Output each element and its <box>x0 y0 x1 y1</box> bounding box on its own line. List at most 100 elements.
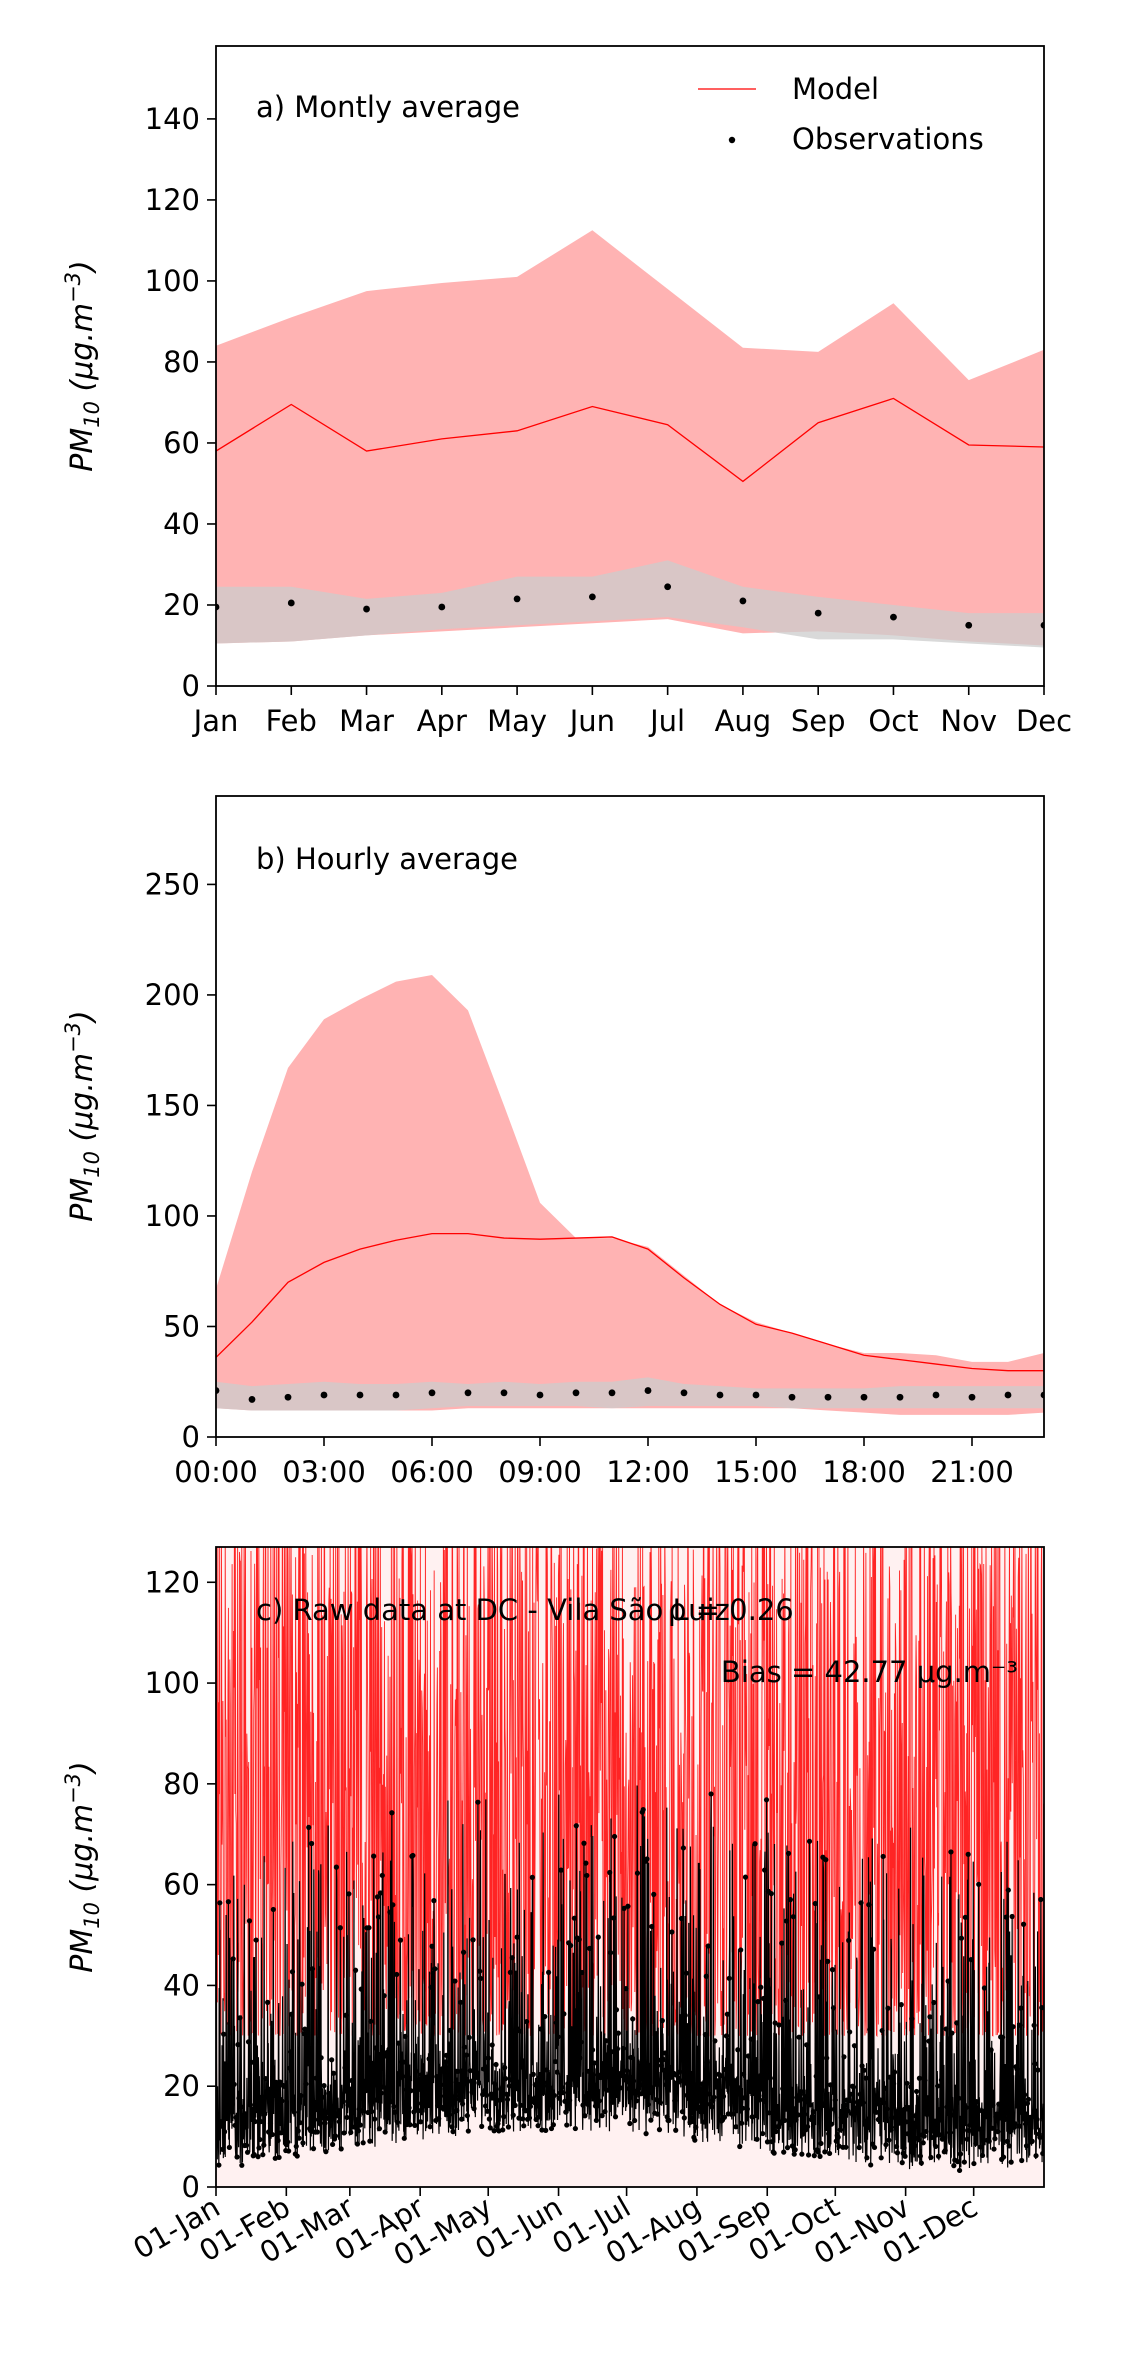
monthly-observation-point <box>363 605 370 613</box>
hourly-observation-point <box>932 1391 940 1399</box>
hourly-xtick-label: 06:00 <box>390 1455 474 1489</box>
raw-ytick-label: 60 <box>163 1868 200 1902</box>
hourly-ytick-label: 200 <box>145 978 200 1012</box>
hourly-observation-point <box>248 1396 256 1403</box>
monthly-plot-area <box>216 230 1044 648</box>
monthly-legend: Model Observations <box>698 72 984 156</box>
monthly-ytick-label: 140 <box>145 102 200 136</box>
monthly-axes: 0 20 40 60 80 100 120 140 Jan Feb Mar Apr May Jun Jul A… <box>145 102 1072 738</box>
hourly-observation-range-band <box>216 1377 1044 1411</box>
monthly-xtick-label: Mar <box>339 704 394 738</box>
monthly-panel-title: a) Montly average <box>256 90 520 124</box>
hourly-ytick-label: 0 <box>182 1420 200 1454</box>
hourly-observation-point <box>644 1387 652 1394</box>
monthly-observation-point <box>814 609 822 617</box>
hourly-ytick-label: 100 <box>145 1199 200 1233</box>
monthly-xtick-label: Sep <box>791 704 846 738</box>
raw-bias-label: Bias = 42.77 μg.m⁻³ <box>721 1655 1018 1689</box>
raw-ytick-label: 20 <box>163 2069 200 2103</box>
monthly-model-line <box>216 397 1044 483</box>
monthly-observation-point <box>438 603 446 611</box>
monthly-observation-point <box>965 621 973 629</box>
hourly-ytick-label: 50 <box>163 1309 200 1343</box>
monthly-ytick-label: 20 <box>163 588 200 622</box>
legend-observations-label: Observations <box>792 122 984 156</box>
panel-monthly-average: 0 20 40 60 80 100 120 140 Jan Feb Mar Apr May Jun Jul A… <box>61 45 1072 738</box>
monthly-xtick-label: May <box>487 704 547 738</box>
monthly-xtick-label: Aug <box>715 704 772 738</box>
hourly-xtick-label: 12:00 <box>606 1455 690 1489</box>
hourly-observation-point <box>500 1389 508 1397</box>
monthly-ytick-label: 80 <box>163 345 200 379</box>
raw-ytick-label: 120 <box>145 1565 200 1599</box>
monthly-xtick-label: Feb <box>266 704 317 738</box>
monthly-xtick-label: Jun <box>568 704 615 738</box>
monthly-observation-point <box>513 595 521 603</box>
hourly-observation-point <box>860 1393 868 1401</box>
raw-observation-line <box>216 1785 1044 2171</box>
monthly-observation-point <box>588 593 596 601</box>
monthly-model-range-band <box>216 230 1044 646</box>
monthly-observation-point <box>287 599 295 607</box>
hourly-observation-point <box>464 1389 472 1397</box>
monthly-xtick-label: Jan <box>192 704 239 738</box>
hourly-y-axis-label: PM10 (μg.m−3) <box>61 1010 104 1222</box>
hourly-ytick-label: 250 <box>145 867 200 901</box>
raw-ytick-label: 80 <box>163 1767 200 1801</box>
monthly-observation-range-band <box>216 560 1044 648</box>
hourly-plot-area <box>216 975 1044 1415</box>
hourly-observation-point <box>572 1389 580 1397</box>
monthly-ytick-label: 60 <box>163 426 200 460</box>
hourly-observation-point <box>824 1393 832 1401</box>
hourly-xtick-label: 09:00 <box>498 1455 582 1489</box>
monthly-xtick-label: Dec <box>1016 704 1072 738</box>
panel-hourly-average: 0 50 100 150 200 250 00:00 03:00 06:00 09:00 12:00… <box>61 795 1045 1489</box>
hourly-model-range-band <box>216 975 1044 1415</box>
hourly-observation-point <box>320 1391 328 1399</box>
monthly-ytick-label: 40 <box>163 507 200 541</box>
monthly-xtick-label: Apr <box>417 704 467 738</box>
hourly-observation-point <box>716 1391 724 1399</box>
raw-ytick-label: 40 <box>163 1968 200 2002</box>
monthly-ytick-label: 120 <box>145 183 200 217</box>
panel-raw-data: 02040608010012001-Jan01-Feb01-Mar01-Apr0… <box>61 1546 1045 2273</box>
hourly-observation-point <box>356 1391 364 1399</box>
raw-plot-area <box>216 1547 1044 2187</box>
monthly-axes-frame <box>215 45 1045 687</box>
hourly-xtick-label: 03:00 <box>282 1455 366 1489</box>
raw-axes-frame <box>215 1546 1045 2188</box>
hourly-ytick-label: 150 <box>145 1088 200 1122</box>
raw-y-axis-label: PM10 (μg.m−3) <box>61 1761 104 1973</box>
hourly-observation-point <box>392 1391 400 1399</box>
hourly-panel-title: b) Hourly average <box>256 842 518 876</box>
monthly-observation-point <box>664 583 672 591</box>
monthly-observation-point <box>890 613 897 621</box>
hourly-observation-point <box>284 1393 292 1401</box>
hourly-model-line <box>216 1233 1044 1372</box>
hourly-observation-point <box>968 1393 976 1401</box>
legend-observations-swatch <box>728 136 736 144</box>
hourly-observation-point <box>752 1391 760 1399</box>
hourly-observation-point <box>428 1389 436 1397</box>
hourly-observation-point <box>680 1389 688 1397</box>
monthly-xtick-label: Jul <box>648 704 685 738</box>
monthly-xtick-label: Oct <box>868 704 918 738</box>
raw-model-line <box>216 1547 1044 2038</box>
hourly-observation-point <box>788 1393 796 1401</box>
hourly-axes-frame <box>215 795 1045 1438</box>
raw-ytick-label: 100 <box>145 1666 200 1700</box>
monthly-observation-point <box>739 597 747 605</box>
hourly-xtick-label: 18:00 <box>822 1455 906 1489</box>
monthly-xtick-label: Nov <box>940 704 997 738</box>
monthly-ytick-label: 100 <box>145 264 200 298</box>
hourly-axes: 0 50 100 150 200 250 00:00 03:00 06:00 09:00 12:00… <box>145 867 1014 1489</box>
hourly-observation-point <box>608 1389 616 1397</box>
hourly-xtick-label: 21:00 <box>930 1455 1014 1489</box>
raw-panel-title: c) Raw data at DC - Vila São Luiz <box>256 1593 730 1627</box>
hourly-observation-point <box>896 1393 904 1401</box>
hourly-observation-point <box>1004 1391 1012 1399</box>
hourly-observation-point <box>536 1391 544 1399</box>
hourly-xtick-label: 15:00 <box>714 1455 798 1489</box>
raw-ytick-label: 0 <box>182 2170 200 2204</box>
monthly-ytick-label: 0 <box>182 669 200 703</box>
